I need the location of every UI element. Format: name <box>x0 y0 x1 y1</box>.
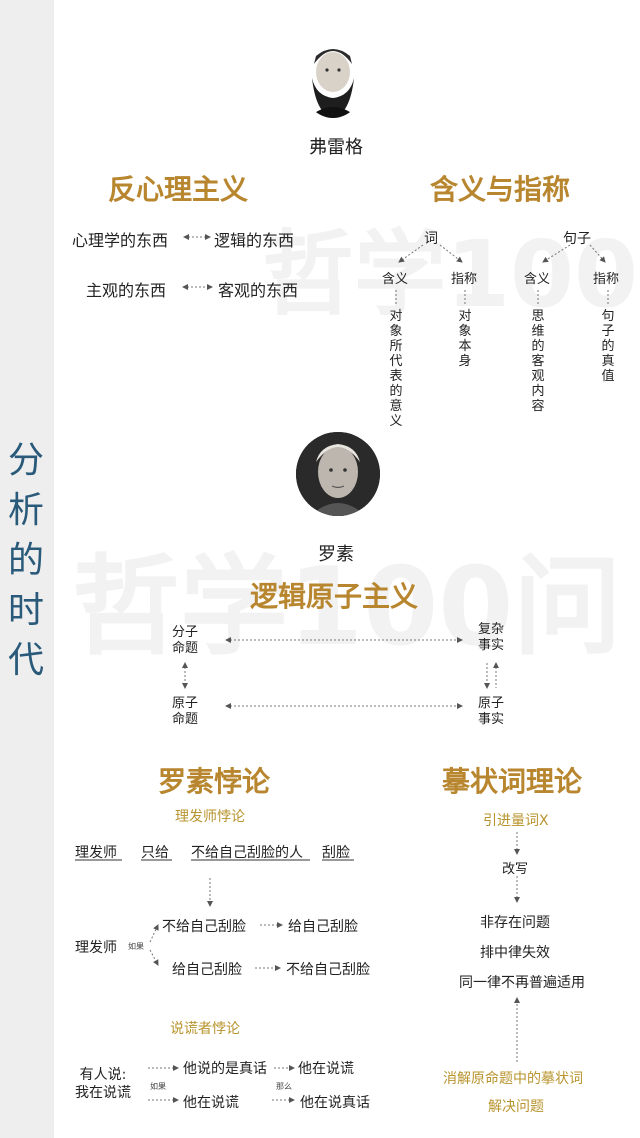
barber-row-2: 只给 <box>141 845 169 861</box>
barber-row-3: 不给自己刮脸的人 <box>191 845 303 861</box>
liar-branch2-right: 他在说真话 <box>300 1095 370 1111</box>
russell-name: 罗素 <box>318 544 354 565</box>
molecular-proposition: 分子命题 <box>171 625 198 656</box>
barber-subject: 理发师 <box>75 940 117 956</box>
word-sense-node: 含义 <box>382 272 409 287</box>
complex-fact: 复杂事实 <box>477 622 504 653</box>
barber-branch2-right: 不给自己刮脸 <box>286 962 370 978</box>
word-node: 词 <box>424 231 438 247</box>
descriptions-title: 摹状词理论 <box>442 765 583 798</box>
barber-paradox-title: 理发师悖论 <box>175 809 245 825</box>
atomic-fact: 原子事实 <box>477 696 504 727</box>
frege-name: 弗雷格 <box>309 137 363 158</box>
word-ref-desc: 对象本身 <box>458 309 472 369</box>
problem-excluded-middle: 排中律失效 <box>480 945 550 961</box>
barber-row-1: 理发师 <box>75 845 117 861</box>
sent-sense-desc: 思维的客观内容 <box>531 309 545 414</box>
barber-branch1-right: 给自己刮脸 <box>288 919 358 935</box>
barber-branch1-left: 不给自己刮脸 <box>162 919 246 935</box>
sentence-node: 句子 <box>563 231 591 247</box>
intro-quantifier: 引进量词X <box>483 813 549 829</box>
sidebar <box>0 0 54 1138</box>
side-title-char: 代 <box>7 640 44 681</box>
frege-portrait <box>300 36 366 118</box>
sent-ref-node: 指称 <box>593 272 620 287</box>
sense-ref-title: 含义与指称 <box>430 173 571 206</box>
anti-psych-left-2: 主观的东西 <box>86 281 167 300</box>
anti-psych-left-1: 心理学的东西 <box>72 231 169 250</box>
atomism-title: 逻辑原子主义 <box>250 580 419 613</box>
side-title-char: 的 <box>7 540 44 581</box>
sent-sense-node: 含义 <box>524 272 551 287</box>
word-ref-node: 指称 <box>451 272 478 287</box>
problem-identity: 同一律不再普遍适用 <box>459 975 585 991</box>
rewrite-label: 改写 <box>502 862 529 877</box>
anti-psych-right-1: 逻辑的东西 <box>214 231 295 250</box>
problem-nonexistence: 非存在问题 <box>480 915 550 931</box>
liar-branch2-left: 他在说谎 <box>183 1095 239 1111</box>
sent-ref-desc: 句子的真值 <box>601 309 615 384</box>
liar-if: 如果 <box>150 1082 166 1091</box>
solve-problem: 解决问题 <box>488 1099 544 1115</box>
side-title-char: 时 <box>7 590 44 631</box>
barber-branch2-left: 给自己刮脸 <box>172 962 242 978</box>
side-title-char: 析 <box>7 490 44 531</box>
barber-if: 如果 <box>128 942 144 951</box>
liar-branch1-left: 他说的是真话 <box>183 1061 267 1077</box>
liar-subject: 有人说: 我在说谎 <box>75 1067 131 1101</box>
paradox-title: 罗素悖论 <box>158 765 271 798</box>
anti-psych-title: 反心理主义 <box>108 173 249 206</box>
barber-row-4: 刮脸 <box>322 845 350 861</box>
liar-then: 那么 <box>276 1082 292 1091</box>
side-title: 分 析 的 时 代 <box>6 436 46 686</box>
anti-psych-right-2: 客观的东西 <box>218 281 299 300</box>
russell-portrait <box>296 432 380 516</box>
liar-branch1-right: 他在说谎 <box>298 1061 354 1077</box>
atomic-proposition: 原子命题 <box>171 696 198 727</box>
eliminate-descriptions: 消解原命题中的摹状词 <box>443 1071 583 1087</box>
liar-paradox-title: 说谎者悖论 <box>170 1021 240 1037</box>
side-title-char: 分 <box>7 440 44 481</box>
word-sense-desc: 对象所代表的意义 <box>389 309 403 429</box>
